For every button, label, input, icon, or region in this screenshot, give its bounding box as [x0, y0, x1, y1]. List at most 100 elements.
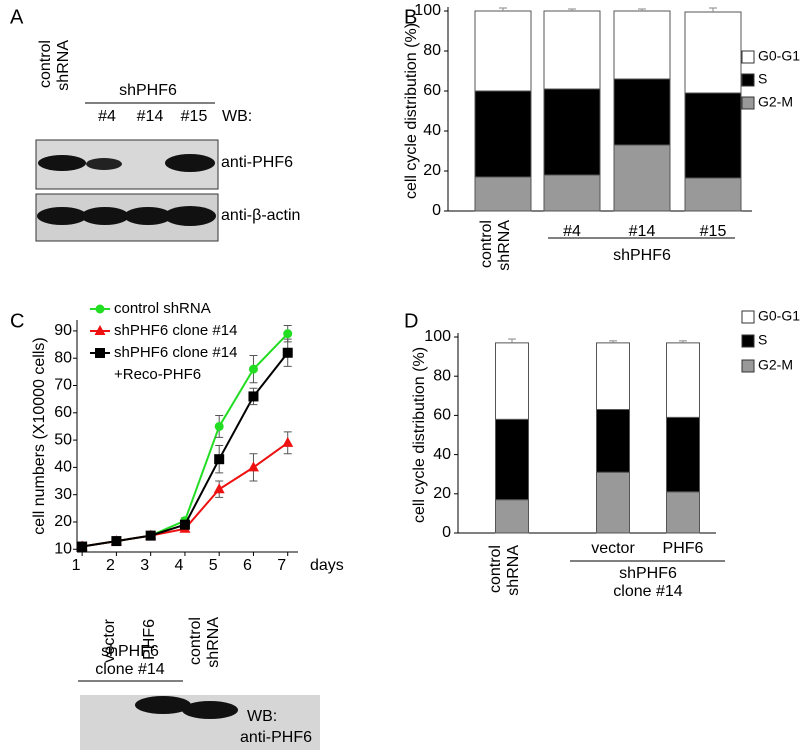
legend-swatch: [741, 359, 755, 373]
x-tick-label: #4: [563, 223, 581, 240]
group-label: shPHF6: [613, 247, 671, 264]
panel-label: A: [10, 6, 24, 28]
y-tick-label: 60: [54, 404, 72, 421]
error-bar: [679, 340, 687, 343]
error-bar: [638, 8, 646, 11]
wb-label: WB:: [222, 108, 252, 125]
x-tick-label: 5: [209, 557, 218, 574]
y-tick-label: 40: [433, 446, 451, 463]
band: [135, 696, 191, 714]
bar-segment: [666, 416, 700, 493]
x-tick-label: vector: [591, 540, 635, 557]
x-tick-label: #14: [629, 223, 656, 240]
blot-c: [78, 680, 320, 750]
y-axis-label: cell numbers (X10000 cells): [31, 337, 48, 534]
y-axis-label: cell cycle distribution (%): [411, 347, 428, 523]
data-point: [179, 519, 190, 530]
y-tick-label: 50: [54, 431, 72, 448]
y-tick-label: 70: [54, 377, 72, 394]
y-tick-label: 80: [423, 42, 441, 59]
y-tick-label: 20: [433, 485, 451, 502]
antibody-label: anti-PHF6: [221, 154, 293, 171]
legend-swatch: [741, 310, 755, 324]
y-tick-label: 20: [423, 162, 441, 179]
legend-label: shPHF6 clone #14 +Reco-PHF6: [114, 344, 238, 383]
legend-swatch: [741, 96, 755, 110]
legend-label: S: [758, 71, 767, 87]
bar-segment: [596, 471, 630, 534]
band: [37, 207, 87, 225]
x-tick-label: 1: [72, 557, 81, 574]
error-bar: [609, 340, 617, 343]
error-bar: [499, 7, 507, 11]
legend-marker: [95, 348, 105, 358]
y-tick-label: 80: [54, 349, 72, 366]
error-bar: [709, 7, 717, 12]
y-tick-label: 0: [432, 202, 441, 219]
antibody-label: anti-PHF6: [240, 729, 312, 746]
y-tick-label: 90: [54, 322, 72, 339]
legend-marker: [95, 304, 105, 314]
y-tick-label: 30: [54, 486, 72, 503]
group-label: shPHF6 clone #14: [95, 643, 165, 678]
bar-segment: [684, 92, 742, 179]
band: [124, 207, 172, 225]
bar-segment: [495, 499, 529, 534]
y-tick-label: 40: [423, 122, 441, 139]
band: [86, 158, 122, 170]
data-point: [77, 541, 88, 552]
y-tick-label: 10: [54, 540, 72, 557]
bar-segment: [684, 177, 742, 212]
y-axis-label: cell cycle distribution (%): [403, 23, 420, 199]
group-label: shPHF6: [119, 82, 177, 99]
bar-segment: [495, 418, 529, 501]
data-point: [247, 461, 259, 472]
legend-label: G0-G1: [758, 308, 800, 324]
bar-segment: [613, 10, 671, 80]
legend-swatch: [741, 73, 755, 87]
panel-label: D: [404, 310, 418, 332]
data-point: [248, 391, 259, 402]
bar-segment: [543, 88, 601, 176]
bar-segment: [596, 342, 630, 411]
blot-a: [35, 102, 219, 242]
lane-label: #4: [98, 108, 116, 125]
bar-segment: [666, 342, 700, 418]
lane-label: #14: [137, 108, 164, 125]
data-point: [282, 347, 293, 358]
error-bar: [568, 8, 576, 11]
data-point: [214, 454, 225, 465]
bar-segment: [474, 10, 532, 92]
bar-segment: [613, 78, 671, 146]
legend-label: control shRNA: [114, 300, 211, 317]
band: [38, 155, 86, 171]
data-point: [111, 536, 122, 547]
error-bar: [508, 338, 516, 343]
bar-segment: [543, 10, 601, 90]
panel-label: C: [10, 310, 24, 332]
y-tick-label: 60: [423, 82, 441, 99]
legend-marker: [94, 325, 106, 335]
x-tick-label: 7: [277, 557, 286, 574]
legend-label: shPHF6 clone #14: [114, 322, 238, 339]
x-tick-label: control shRNA: [478, 220, 513, 271]
bar-segment: [474, 176, 532, 212]
bar-segment: [543, 174, 601, 212]
bar-segment: [613, 144, 671, 212]
y-tick-label: 20: [54, 513, 72, 530]
x-tick-label: 6: [243, 557, 252, 574]
x-tick-label: 4: [174, 557, 183, 574]
x-tick-label: #15: [700, 223, 727, 240]
y-tick-label: 100: [424, 328, 451, 345]
x-tick-label: 3: [140, 557, 149, 574]
bar-segment: [596, 409, 630, 473]
bar-segment: [684, 11, 742, 94]
data-point: [283, 329, 293, 339]
x-tick-label: PHF6: [663, 540, 704, 557]
x-tick-label: 2: [106, 557, 115, 574]
y-tick-label: 40: [54, 459, 72, 476]
data-point: [145, 530, 156, 541]
y-tick-label: 80: [433, 367, 451, 384]
legend-label: S: [758, 332, 767, 348]
